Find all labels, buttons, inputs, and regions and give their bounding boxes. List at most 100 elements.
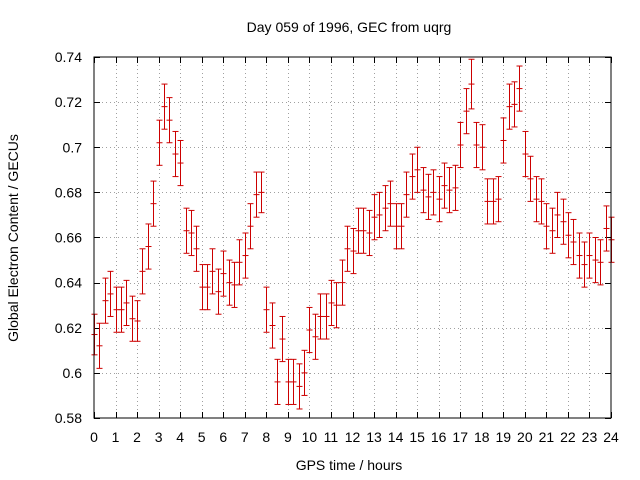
data-point [236,239,243,286]
data-point [403,171,410,218]
data-series [91,58,615,410]
x-tick-label: 12 [345,429,361,445]
y-tick-label: 0.6 [63,365,83,381]
x-tick-label: 11 [324,429,339,445]
data-point [387,180,394,227]
data-point [328,279,335,326]
data-point [150,180,157,227]
x-tick-label: 18 [474,429,490,445]
data-point [452,164,459,211]
data-point [382,185,389,232]
data-point [193,225,200,272]
data-point [247,203,254,250]
y-tick-label: 0.7 [63,139,83,155]
tick-labels: 0 1 2 3 4 5 6 7 8 9 10 11 12 13 14 15 16 17 18 19 20 21 22 23 24… [55,49,619,445]
data-point [258,171,265,214]
data-point [371,194,378,241]
data-point [441,162,448,209]
x-tick-label: 4 [176,429,184,445]
data-point [425,173,432,220]
data-point [269,302,276,349]
data-point [183,207,190,254]
data-point [226,259,233,306]
data-point [414,146,421,193]
data-point [484,178,491,225]
data-point [516,65,523,112]
data-point [290,358,297,405]
y-tick-label: 0.72 [55,94,82,110]
x-tick-label: 21 [539,429,555,445]
x-tick-label: 5 [198,429,206,445]
y-axis-title: Global Electron Content / GECUs [5,134,21,342]
y-tick-label: 0.62 [55,320,82,336]
data-point [161,83,168,130]
data-point [172,130,179,178]
x-tick-label: 2 [133,429,141,445]
data-point [139,248,146,295]
data-point [409,153,416,200]
data-point [592,237,599,284]
x-tick-label: 0 [90,429,98,445]
data-point [570,218,577,266]
data-point [554,191,561,238]
x-tick-label: 20 [517,429,533,445]
x-tick-label: 22 [560,429,576,445]
data-point [603,205,610,252]
data-point [96,322,103,369]
data-point [473,121,480,169]
data-point [468,58,475,110]
data-point [463,88,470,135]
data-point [102,277,109,324]
data-point [253,171,260,218]
data-point [263,286,270,333]
data-point [129,295,136,342]
data-point [506,83,513,130]
data-point [215,268,222,315]
data-point [420,167,427,214]
data-point [323,293,330,340]
data-point [533,176,540,223]
x-tick-label: 19 [496,429,512,445]
data-point [549,207,556,254]
data-point [350,227,357,275]
data-point [333,282,340,329]
data-point [436,176,443,223]
data-point [344,225,351,272]
axis-ticks [94,57,612,419]
data-point [204,264,211,311]
data-point [495,176,502,223]
data-point [166,97,173,144]
data-point [490,178,497,225]
data-point [366,209,373,257]
x-tick-label: 3 [155,429,163,445]
y-tick-label: 0.58 [55,410,82,426]
x-tick-label: 13 [366,429,382,445]
x-tick-label: 10 [302,429,318,445]
x-tick-label: 7 [241,429,249,445]
data-point [376,191,383,238]
data-point [586,232,593,279]
data-point [543,203,550,250]
y-tick-label: 0.66 [55,230,82,246]
data-point [581,241,588,288]
data-point [123,279,130,326]
data-point [145,223,152,270]
data-point [301,349,308,396]
data-point [398,203,405,250]
x-tick-label: 23 [582,429,598,445]
x-axis-title: GPS time / hours [296,457,403,473]
data-point [511,81,518,128]
data-point [156,119,163,166]
data-point [274,358,281,405]
data-point [177,139,184,187]
x-tick-label: 1 [112,429,120,445]
data-point [306,306,313,354]
data-point [220,250,227,297]
data-point [538,178,545,225]
data-point [457,121,464,169]
data-point [446,167,453,214]
y-tick-label: 0.68 [55,184,82,200]
data-point [209,248,216,295]
data-point [188,209,195,257]
